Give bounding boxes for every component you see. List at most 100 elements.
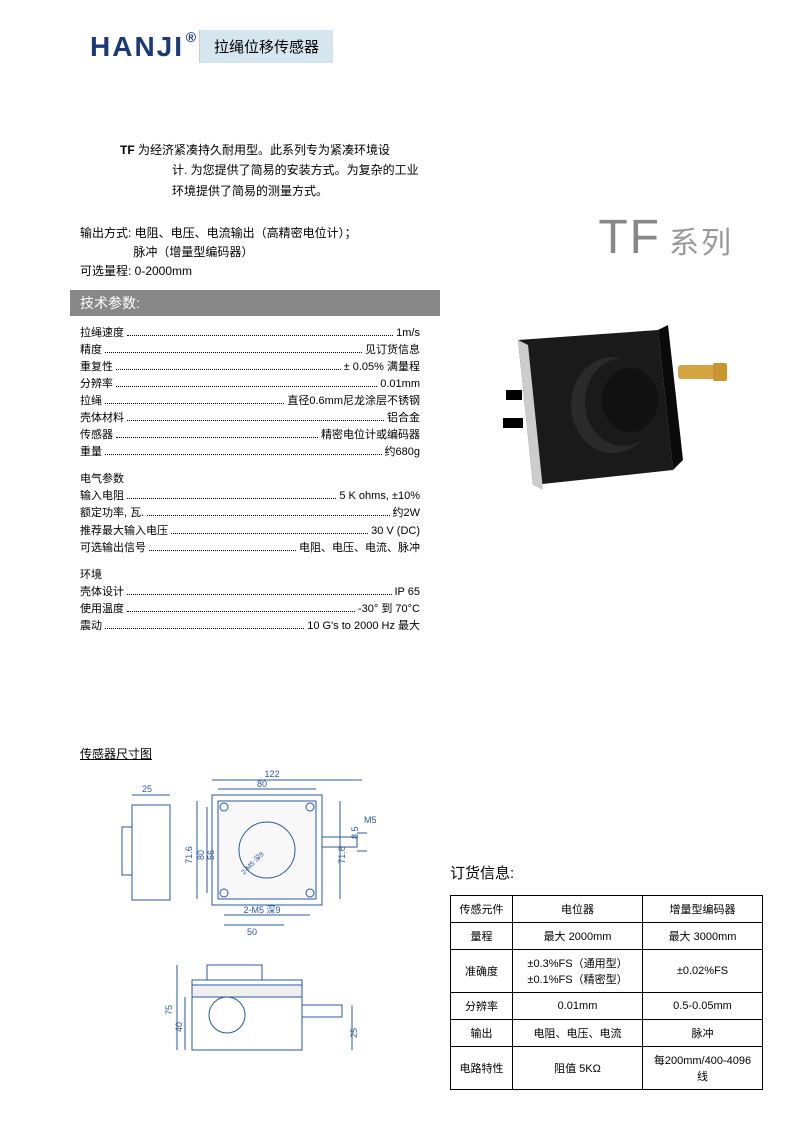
spec-label: 壳体设计 — [80, 584, 124, 601]
spec-value: IP 65 — [395, 584, 421, 601]
spec-value: 见订货信息 — [365, 342, 420, 359]
table-row: 分辨率 0.01mm 0.5-0.05mm — [451, 993, 763, 1020]
spec-dots — [127, 335, 393, 336]
spec-row: 额定功率, 瓦. 约2W — [80, 505, 420, 522]
spec-value: 5 K ohms, ±10% — [339, 488, 420, 505]
table-cell: 0.01mm — [513, 993, 643, 1020]
spec-label: 使用温度 — [80, 601, 124, 618]
table-cell: 阻值 5KΩ — [513, 1047, 643, 1090]
product-image — [488, 310, 738, 520]
spec-value: 10 G's to 2000 Hz 最大 — [307, 618, 420, 635]
table-cell: 最大 3000mm — [643, 923, 763, 950]
spec-label: 重量 — [80, 444, 102, 461]
brand-logo: HANJI® — [90, 31, 184, 63]
spec-label: 拉绳速度 — [80, 325, 124, 342]
spec-value: 电阻、电压、电流、脉冲 — [299, 540, 420, 557]
table-header: 传感元件 — [451, 896, 513, 923]
table-row: 量程 最大 2000mm 最大 3000mm — [451, 923, 763, 950]
spec-dots — [171, 533, 368, 534]
svg-text:25: 25 — [349, 1028, 359, 1038]
spec-dots — [105, 628, 304, 629]
output-line1: 输出方式: 电阻、电压、电流输出（高精密电位计）； — [80, 224, 357, 243]
spec-value: 精密电位计或编码器 — [321, 427, 420, 444]
env-header: 环境 — [80, 567, 420, 584]
table-cell: 脉冲 — [643, 1020, 763, 1047]
page-title: 拉绳位移传感器 — [199, 30, 333, 63]
tech-header: 技术参数: — [70, 290, 440, 316]
desc-lead-text: 为经济紧凑持久耐用型。此系列专为紧凑环境设 — [135, 143, 390, 157]
svg-text:80: 80 — [257, 779, 267, 789]
spec-dots — [127, 611, 355, 612]
svg-text:2-M5 深9: 2-M5 深9 — [243, 905, 280, 915]
table-cell: 量程 — [451, 923, 513, 950]
spec-row: 传感器精密电位计或编码器 — [80, 427, 420, 444]
svg-text:40: 40 — [174, 1022, 184, 1032]
output-line3: 可选量程: 0-2000mm — [80, 262, 357, 281]
spec-label: 额定功率, 瓦. — [80, 505, 144, 522]
cell-line1: ±0.3%FS（通用型） — [521, 955, 634, 971]
spec-label: 输入电阻 — [80, 488, 124, 505]
spec-row: 震动 10 G's to 2000 Hz 最大 — [80, 618, 420, 635]
page-header: HANJI® 拉绳位移传感器 — [90, 30, 333, 63]
spec-value: 约2W — [393, 505, 421, 522]
table-header: 电位器 — [513, 896, 643, 923]
svg-text:71.6: 71.6 — [184, 846, 194, 864]
desc-line3: 环境提供了简易的测量方式。 — [172, 181, 420, 201]
spec-block: 拉绳速度 1m/s 精度 见订货信息 重复性 ± 0.05% 满量程 分辨率 0.01m… — [80, 325, 420, 635]
spec-row: 分辨率 0.01mm — [80, 376, 420, 393]
desc-lead-bold: TF — [120, 143, 135, 157]
table-cell: ±0.3%FS（通用型） ±0.1%FS（精密型） — [513, 950, 643, 993]
table-cell: 最大 2000mm — [513, 923, 643, 950]
table-cell: 分辨率 — [451, 993, 513, 1020]
svg-text:M5: M5 — [364, 815, 377, 825]
table-cell: 输出 — [451, 1020, 513, 1047]
spec-value: 0.01mm — [380, 376, 420, 393]
spec-dots — [105, 454, 382, 455]
spec-label: 精度 — [80, 342, 102, 359]
spec-dots — [116, 386, 377, 387]
output-line2: 脉冲（增量型编码器） — [80, 243, 357, 262]
product-description: TF 为经济紧凑持久耐用型。此系列专为紧凑环境设 计. 为您提供了简易的安装方式… — [120, 140, 420, 201]
spec-row: 可选输出信号电阻、电压、电流、脉冲 — [80, 540, 420, 557]
brand-reg: ® — [186, 29, 198, 45]
table-row: 电路特性 阻值 5KΩ 每200mm/400-4096 线 — [451, 1047, 763, 1090]
spec-dots — [105, 352, 362, 353]
svg-text:50: 50 — [247, 927, 257, 937]
series-text: 系列 — [669, 227, 733, 260]
table-cell: 每200mm/400-4096 线 — [643, 1047, 763, 1090]
spec-row: 输入电阻 5 K ohms, ±10% — [80, 488, 420, 505]
spec-label: 拉绳 — [80, 393, 102, 410]
table-row: 输出 电阻、电压、电流 脉冲 — [451, 1020, 763, 1047]
spec-row: 重复性 ± 0.05% 满量程 — [80, 359, 420, 376]
spec-row: 壳体材料铝合金 — [80, 410, 420, 427]
table-header: 增量型编码器 — [643, 896, 763, 923]
table-row: 准确度 ±0.3%FS（通用型） ±0.1%FS（精密型） ±0.02%FS — [451, 950, 763, 993]
dimension-title: 传感器尺寸图 — [80, 745, 152, 762]
spec-dots — [116, 437, 318, 438]
spec-dots — [147, 515, 389, 516]
spec-label: 重复性 — [80, 359, 113, 376]
spec-value: 约680g — [385, 444, 420, 461]
table-cell: 电路特性 — [451, 1047, 513, 1090]
spec-value: -30° 到 70°C — [358, 601, 420, 618]
order-title: 订货信息: — [450, 862, 514, 883]
svg-text:75: 75 — [164, 1005, 174, 1015]
spec-label: 分辨率 — [80, 376, 113, 393]
spec-dots — [105, 403, 284, 404]
table-row: 传感元件 电位器 增量型编码器 — [451, 896, 763, 923]
spec-dots — [127, 498, 336, 499]
svg-text:71.6: 71.6 — [337, 846, 347, 864]
spec-dots — [127, 420, 384, 421]
svg-text:8.5: 8.5 — [350, 826, 360, 839]
spec-row: 推荐最大输入电压30 V (DC) — [80, 523, 420, 540]
series-code: TF — [598, 211, 661, 264]
spec-value: ± 0.05% 满量程 — [344, 359, 420, 376]
spec-value: 直径0.6mm尼龙涂层不锈钢 — [287, 393, 420, 410]
spec-row: 壳体设计 IP 65 — [80, 584, 420, 601]
spec-row: 拉绳 直径0.6mm尼龙涂层不锈钢 — [80, 393, 420, 410]
table-cell: 电阻、电压、电流 — [513, 1020, 643, 1047]
spec-value: 1m/s — [396, 325, 420, 342]
spec-label: 震动 — [80, 618, 102, 635]
svg-text:80: 80 — [196, 850, 206, 860]
output-info: 输出方式: 电阻、电压、电流输出（高精密电位计）； 脉冲（增量型编码器） 可选量… — [80, 224, 357, 282]
